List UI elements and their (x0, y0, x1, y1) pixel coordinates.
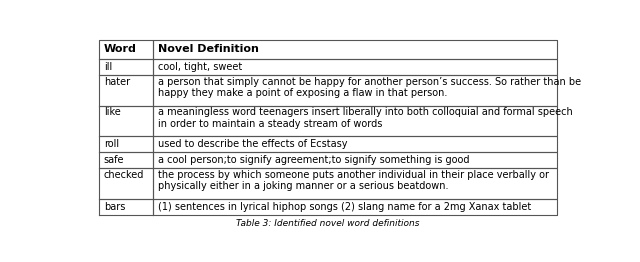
Text: Word: Word (104, 44, 137, 54)
Text: like: like (104, 107, 120, 117)
Text: Table 3: Identified novel word definitions: Table 3: Identified novel word definitio… (236, 219, 420, 228)
Text: a cool person;to signify agreement;to signify something is good: a cool person;to signify agreement;to si… (158, 155, 469, 165)
Text: ill: ill (104, 62, 112, 72)
Text: safe: safe (104, 155, 124, 165)
Text: the process by which someone puts another individual in their place verbally or
: the process by which someone puts anothe… (158, 170, 549, 191)
Text: a meaningless word teenagers insert liberally into both colloquial and formal sp: a meaningless word teenagers insert libe… (158, 107, 573, 129)
Text: roll: roll (104, 139, 119, 149)
Text: Novel Definition: Novel Definition (158, 44, 259, 54)
Text: hater: hater (104, 77, 130, 86)
Text: used to describe the effects of Ecstasy: used to describe the effects of Ecstasy (158, 139, 348, 149)
Text: checked: checked (104, 170, 144, 180)
Text: a person that simply cannot be happy for another person’s success. So rather tha: a person that simply cannot be happy for… (158, 77, 581, 98)
Text: (1) sentences in lyrical hiphop songs (2) slang name for a 2mg Xanax tablet: (1) sentences in lyrical hiphop songs (2… (158, 202, 531, 212)
Text: cool, tight, sweet: cool, tight, sweet (158, 62, 242, 72)
Text: bars: bars (104, 202, 125, 212)
